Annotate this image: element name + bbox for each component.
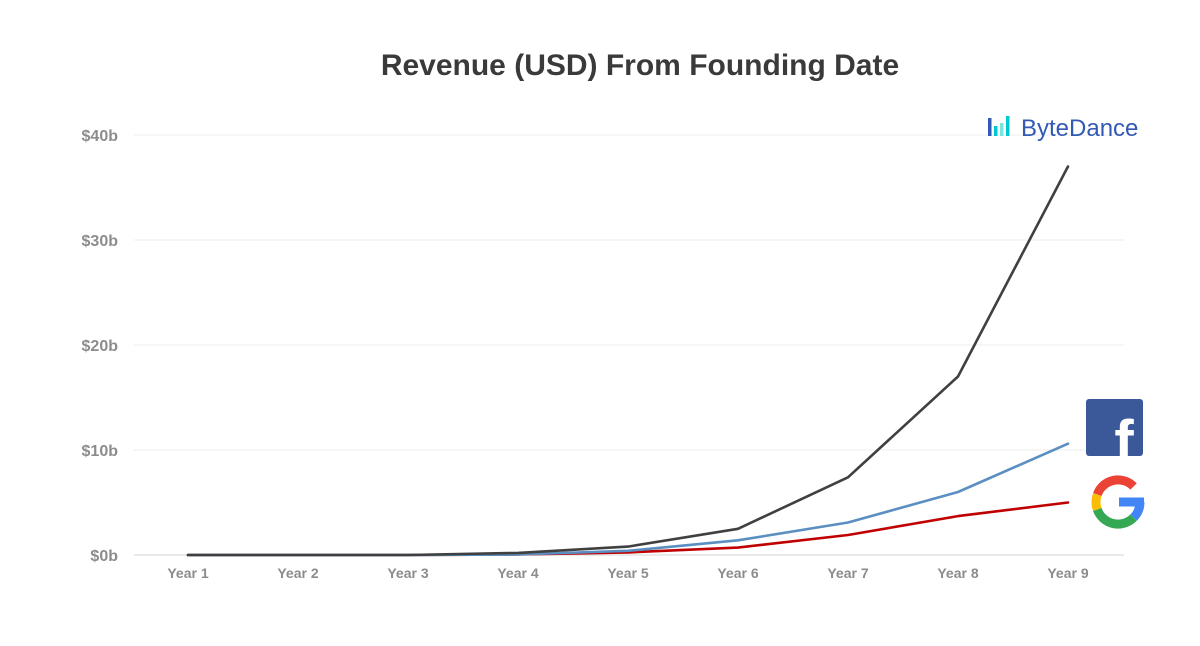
bytedance-logo: ByteDance [988,115,1138,142]
facebook-square [1086,399,1143,456]
bytedance-bar-4 [1006,116,1010,136]
x-axis: Year 1 Year 2 Year 3 Year 4 Year 5 Year 6 Year… [167,565,1088,581]
facebook-logo: f [1086,399,1143,474]
y-tick-label: $10b [82,443,119,460]
google-arc-yellow [1091,492,1102,512]
gridlines [134,134,1124,556]
x-tick-label: Year 7 [827,565,868,581]
series-line-facebook [186,442,1070,557]
series-line-bytedance [186,165,1070,557]
bytedance-wordmark: ByteDance [1021,115,1138,142]
google-crossbar [1119,497,1144,507]
y-axis: $0b $10b $20b $30b $40b [82,128,119,565]
y-tick-label: $40b [82,128,119,145]
x-tick-label: Year 2 [277,565,318,581]
bytedance-bar-3 [1000,123,1004,136]
x-tick-label: Year 5 [607,565,648,581]
series-lines [186,165,1070,557]
x-tick-label: Year 3 [387,565,428,581]
x-tick-label: Year 9 [1047,565,1088,581]
x-tick-label: Year 6 [717,565,758,581]
facebook-letter: f [1114,409,1134,474]
x-tick-label: Year 4 [497,565,538,581]
x-tick-label: Year 8 [937,565,978,581]
google-arc-red [1093,475,1137,497]
bytedance-bar-1 [988,118,992,136]
chart-title: Revenue (USD) From Founding Date [381,49,899,82]
google-arc-green [1093,507,1137,529]
bytedance-bar-2 [994,126,998,136]
x-tick-label: Year 1 [167,565,208,581]
y-tick-label: $0b [90,548,118,565]
y-tick-label: $20b [82,338,119,355]
google-logo [1091,475,1145,529]
y-tick-label: $30b [82,233,119,250]
